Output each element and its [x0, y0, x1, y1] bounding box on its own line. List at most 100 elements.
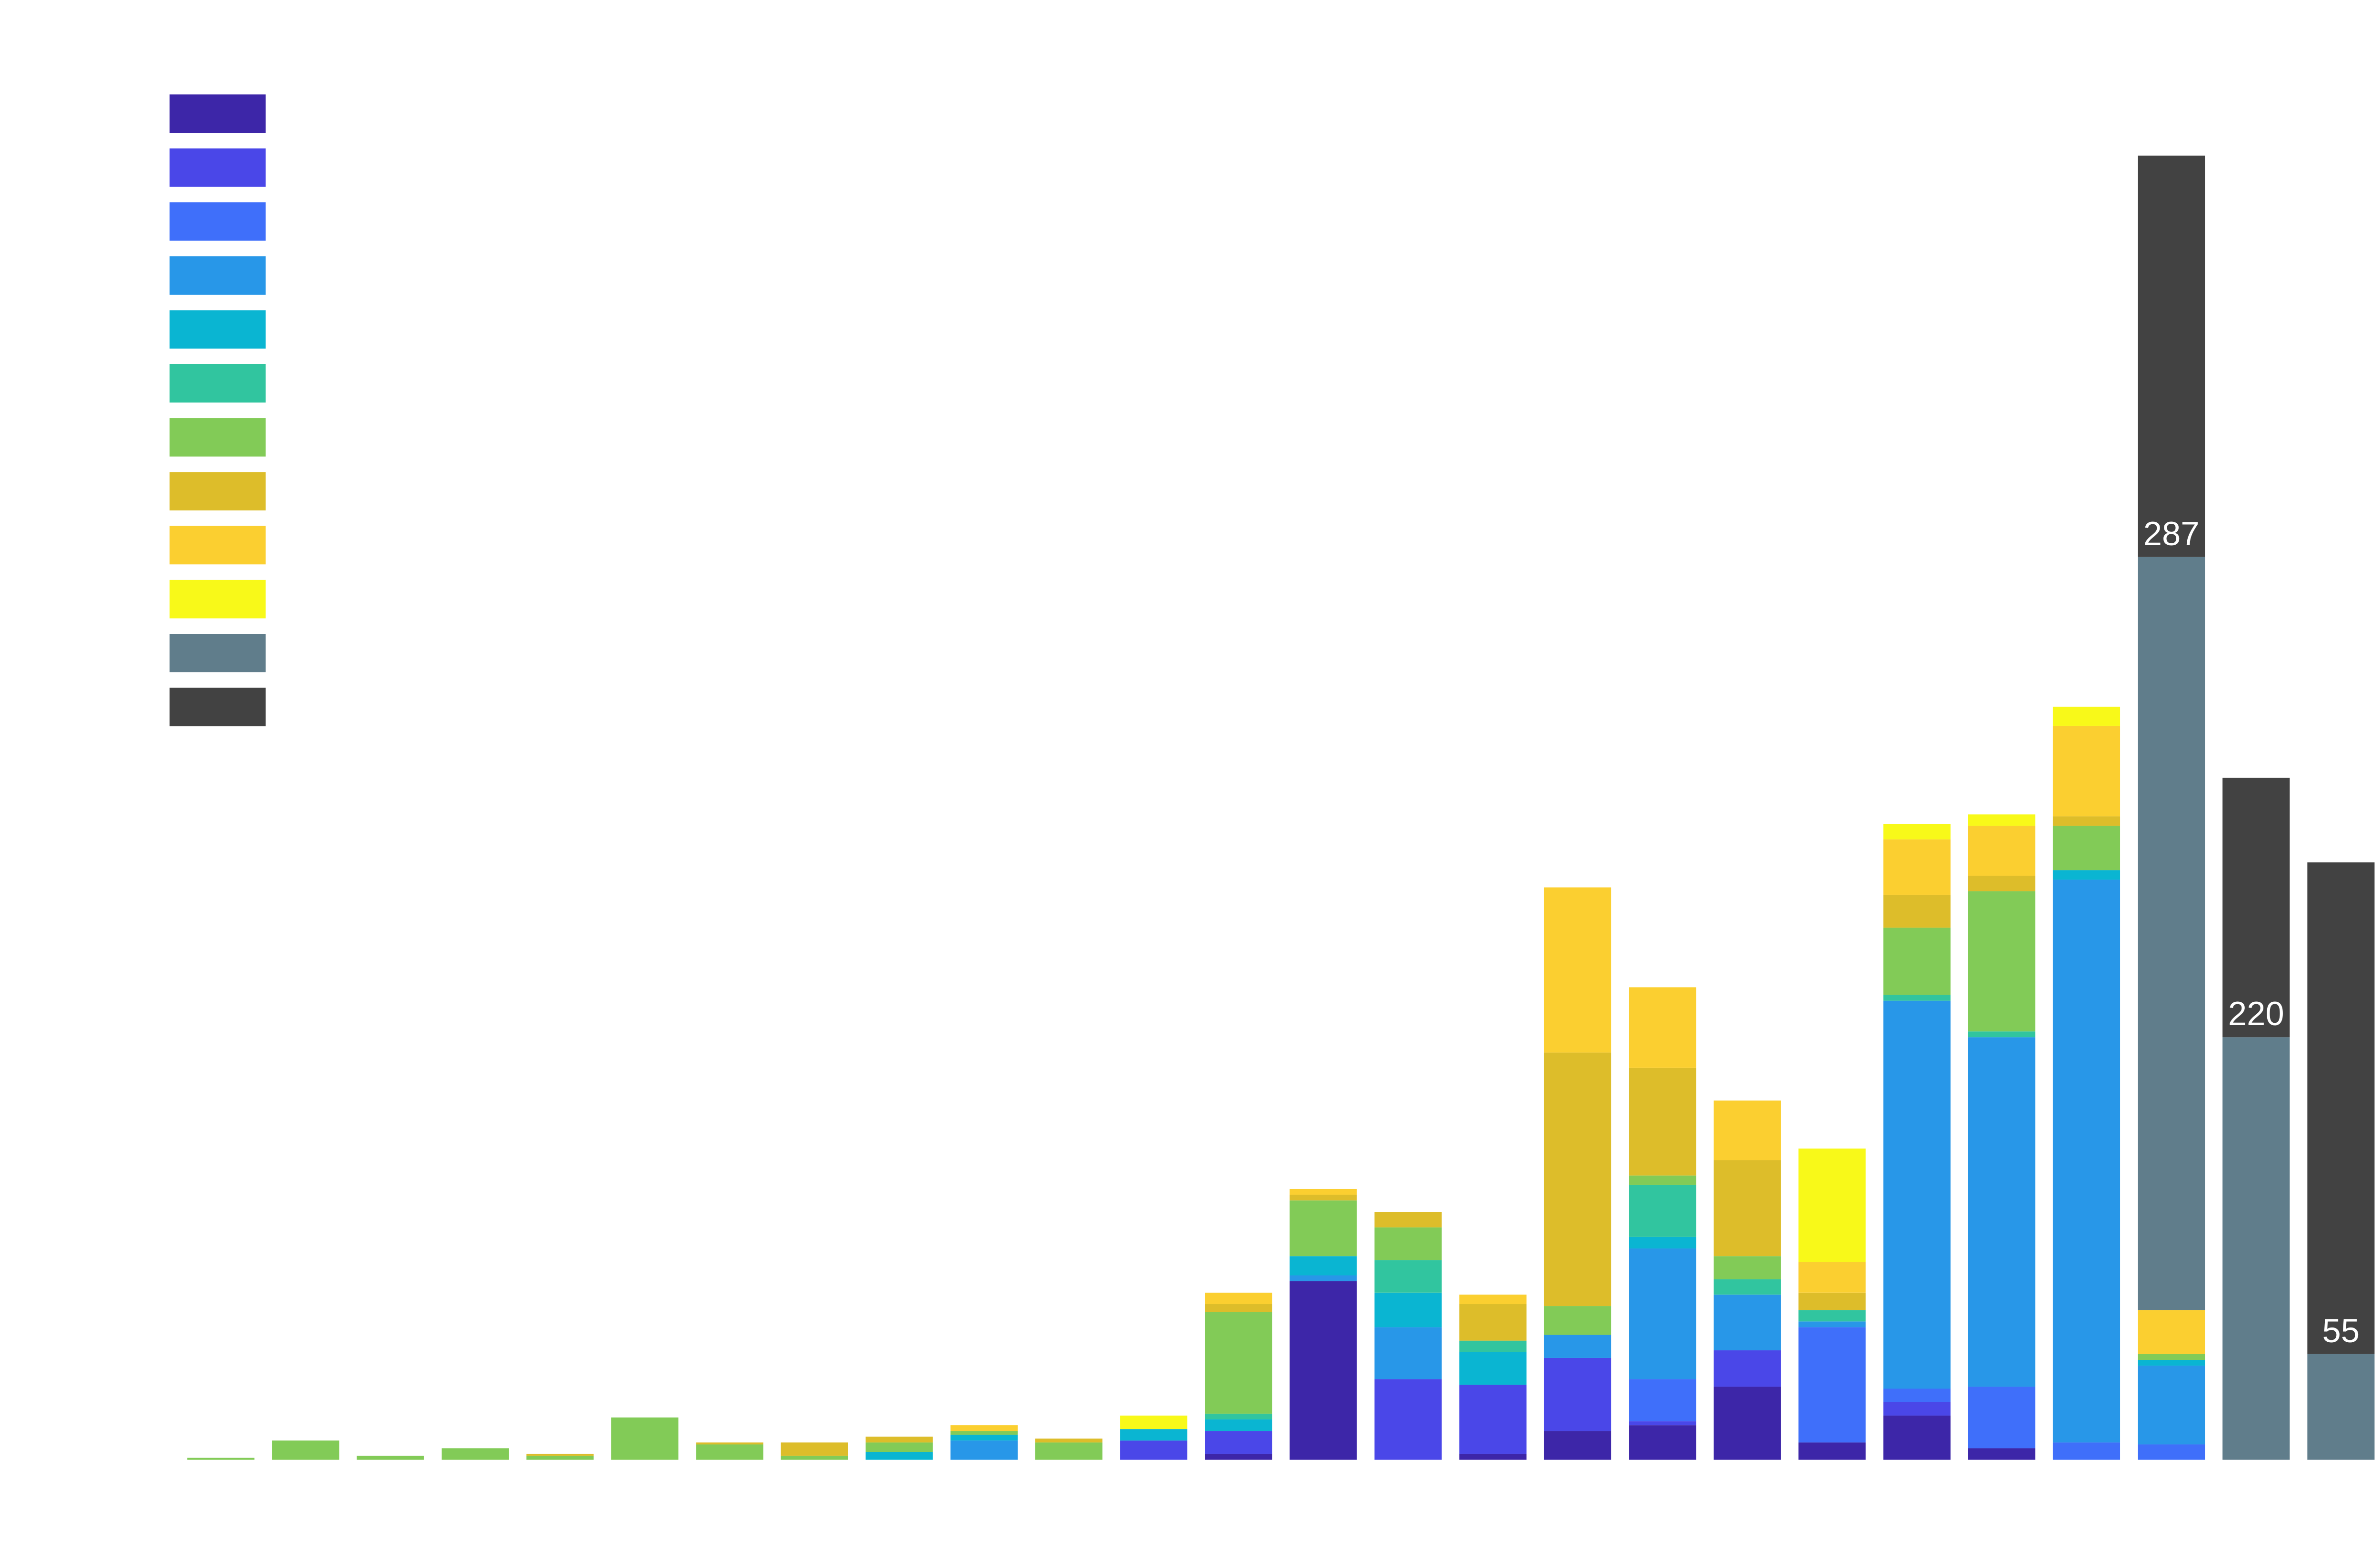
bar-segment	[1544, 1052, 1612, 1307]
legend-swatch	[169, 634, 266, 672]
annotation: 220	[2228, 995, 2284, 1032]
bar-segment	[1968, 1037, 2035, 1387]
bar-segment	[1459, 1454, 1527, 1460]
bar-segment	[1374, 1379, 1442, 1460]
legend-swatch	[169, 472, 266, 511]
bar-segment	[1459, 1340, 1527, 1352]
bar-segment	[1289, 1281, 1357, 1460]
bar-segment	[2222, 1037, 2290, 1460]
bar-segment	[526, 1456, 594, 1460]
legend-swatch	[169, 148, 266, 187]
bar-segment	[1883, 839, 1951, 895]
bar-segment	[950, 1425, 1018, 1431]
bar-segment	[1629, 987, 1696, 1068]
bar-segment	[1629, 1421, 1696, 1426]
bar-segment	[696, 1442, 764, 1445]
bar-segment	[1289, 1195, 1357, 1201]
bar-segment	[1883, 824, 1951, 839]
bar-segment	[865, 1437, 933, 1443]
bar-segment	[1714, 1294, 1781, 1350]
bar-segment	[2053, 726, 2121, 817]
annotation: 287	[2143, 515, 2200, 552]
bar-segment	[2053, 826, 2121, 870]
bar-segment	[1459, 1385, 1527, 1454]
legend-swatch	[169, 688, 266, 727]
bar-segment	[1714, 1279, 1781, 1295]
bar-segment	[781, 1442, 848, 1456]
bar-segment	[187, 1457, 255, 1460]
bar-segment	[2138, 155, 2205, 557]
bar-segment	[1968, 814, 2035, 826]
bar-segment	[1205, 1292, 1272, 1305]
bar-segment	[1798, 1148, 1866, 1262]
annotation: 55	[2322, 1312, 2360, 1349]
bar-segment	[1629, 1248, 1696, 1379]
bar-segment	[2053, 816, 2121, 826]
bar-segment	[1289, 1275, 1357, 1281]
bar-segment	[1544, 1357, 1612, 1431]
bar-segment	[1289, 1200, 1357, 1257]
bar-segment	[1968, 826, 2035, 876]
bar-segment	[1714, 1387, 1781, 1460]
bar-segment	[1120, 1415, 1188, 1429]
bar-segment	[1798, 1262, 1866, 1293]
bar-segment	[1968, 1448, 2035, 1460]
bar-segment	[1374, 1327, 1442, 1379]
bar-segment	[1544, 1335, 1612, 1358]
bar-segment	[611, 1417, 679, 1460]
legend-swatch	[169, 526, 266, 565]
bar-segment	[1459, 1304, 1527, 1341]
bar-segment	[2053, 879, 2121, 1443]
legend-swatch	[169, 418, 266, 457]
bar-segment	[1459, 1352, 1527, 1385]
bar-segment	[1120, 1429, 1188, 1441]
bar-segment	[1798, 1327, 1866, 1443]
bar-segment	[950, 1440, 1018, 1460]
bar-segment	[2053, 707, 2121, 726]
bar-segment	[950, 1431, 1018, 1435]
bar-segment	[1629, 1379, 1696, 1422]
bar-segment	[1629, 1237, 1696, 1249]
bar-segment	[2138, 1444, 2205, 1460]
bar-segment	[357, 1456, 424, 1460]
bar-segment	[1883, 1000, 1951, 1389]
bar-segment	[865, 1442, 933, 1452]
bar-segment	[1968, 1387, 2035, 1448]
bar-segment	[1205, 1413, 1272, 1420]
bar-segment	[1205, 1454, 1272, 1460]
bar-segment	[1629, 1068, 1696, 1176]
legend-swatch	[169, 94, 266, 133]
bar-segment	[1035, 1442, 1103, 1460]
bar-segment	[1205, 1312, 1272, 1414]
bar-segment	[272, 1440, 339, 1460]
bar-segment	[1374, 1227, 1442, 1260]
legend-swatch	[169, 579, 266, 619]
bar-segment	[1883, 1415, 1951, 1460]
bar-segment	[1374, 1212, 1442, 1228]
bar-segment	[950, 1435, 1018, 1441]
bar-segment	[1883, 895, 1951, 928]
bar-segment	[865, 1452, 933, 1460]
legend-swatch	[169, 256, 266, 295]
legend-swatch	[169, 364, 266, 403]
bar-segment	[1883, 928, 1951, 995]
bar-segment	[1629, 1175, 1696, 1185]
bar-segment	[2138, 1354, 2205, 1360]
bar-segment	[2138, 1310, 2205, 1354]
bar-segment	[2053, 1442, 2121, 1460]
bar-segment	[1120, 1440, 1188, 1460]
bar-segment	[1968, 876, 2035, 891]
legend-swatch	[169, 310, 266, 349]
bar-segment	[2222, 778, 2290, 1038]
bar-segment	[781, 1456, 848, 1460]
bar-segment	[441, 1448, 509, 1460]
bar-segment	[1205, 1419, 1272, 1431]
bar-segment	[1035, 1438, 1103, 1443]
bar-segment	[2053, 870, 2121, 880]
bar-segment	[1289, 1256, 1357, 1276]
bar-segment	[2138, 1359, 2205, 1366]
bar-segment	[1798, 1442, 1866, 1460]
bar-segment	[1374, 1292, 1442, 1327]
bar-segment	[1629, 1185, 1696, 1237]
